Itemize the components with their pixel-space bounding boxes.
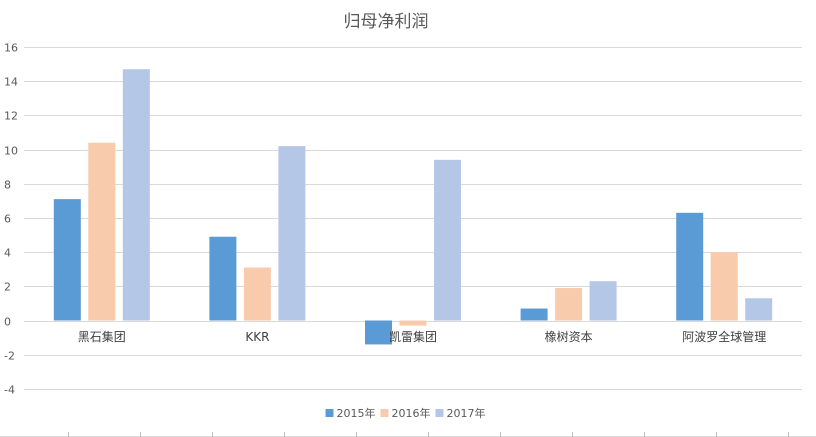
y-axis-ticks: -4 -2 0 2 4 6 8 10 12 14 16	[4, 42, 18, 397]
chart-title: 归母净利润	[344, 12, 429, 32]
bar	[278, 146, 306, 321]
bottom-axis-line	[0, 432, 816, 437]
y-tick-label: 2	[4, 281, 11, 294]
bar	[88, 142, 116, 321]
y-tick-label: 16	[4, 42, 18, 55]
legend: 2015年 2016年 2017年	[325, 406, 486, 420]
bar	[555, 288, 583, 321]
x-category-label: 黑石集团	[78, 329, 126, 344]
y-tick-label: 12	[4, 110, 18, 123]
x-category-label: 阿波罗全球管理	[682, 329, 766, 344]
bar	[209, 236, 237, 321]
y-tick-label: 0	[4, 316, 11, 329]
bar	[589, 281, 617, 321]
bar	[745, 298, 773, 321]
bar	[676, 212, 704, 321]
bar	[122, 69, 150, 321]
bar	[399, 320, 427, 326]
bar	[710, 252, 738, 321]
gridlines	[24, 47, 802, 390]
y-tick-label: -4	[4, 384, 15, 397]
y-tick-label: 8	[4, 179, 11, 192]
y-tick-label: 14	[4, 76, 18, 89]
bar	[520, 308, 548, 321]
category-labels: 黑石集团 KKR 凯雷集团 橡树资本 阿波罗全球管理	[78, 329, 766, 344]
y-tick-label: 10	[4, 145, 18, 158]
legend-label: 2017年	[447, 406, 486, 420]
legend-label: 2015年	[337, 406, 376, 420]
legend-swatch	[435, 409, 444, 417]
legend-swatch	[380, 409, 389, 417]
x-category-label: 凯雷集团	[389, 329, 437, 344]
x-category-label: 橡树资本	[545, 329, 593, 344]
legend-swatch	[325, 409, 334, 417]
bar	[365, 320, 392, 345]
bar	[53, 199, 81, 321]
legend-label: 2016年	[392, 406, 431, 420]
bars	[53, 69, 773, 345]
y-tick-label: -2	[4, 350, 15, 363]
y-tick-label: 6	[4, 213, 11, 226]
bar	[243, 267, 271, 321]
y-tick-label: 4	[4, 247, 11, 260]
bar	[434, 159, 461, 321]
x-category-label: KKR	[245, 330, 269, 344]
